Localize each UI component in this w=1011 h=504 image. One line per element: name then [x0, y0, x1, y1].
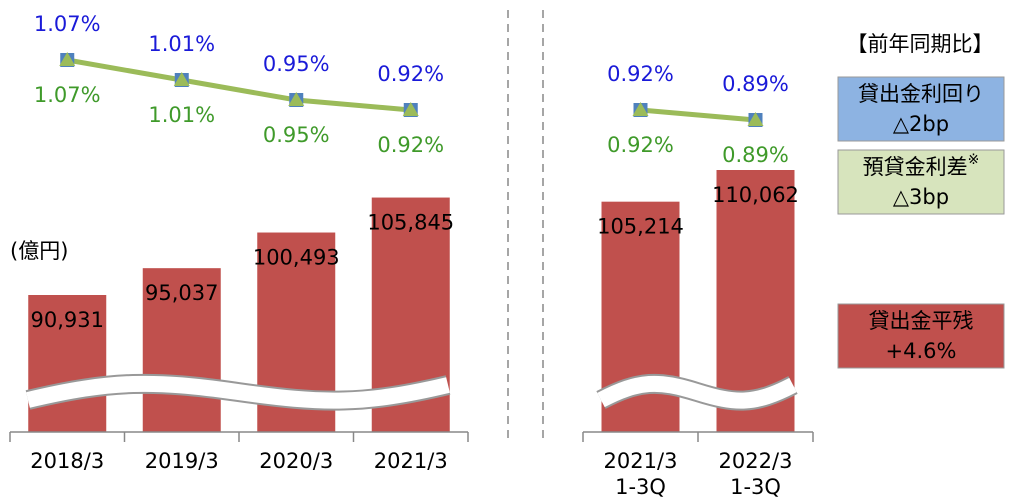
legend-label: 貸出金平残 — [869, 309, 974, 333]
marker — [632, 102, 649, 116]
legend-box — [837, 76, 1005, 142]
legend: 貸出金利回り △2bp 預貸金利差※ △3bp 貸出金平残 +4.6% — [837, 76, 1005, 369]
line — [640, 107, 756, 123]
marker — [747, 112, 764, 126]
value-label: 1.07% — [34, 12, 101, 36]
bar-label: 100,493 — [253, 246, 340, 270]
value-label: 1.07% — [34, 83, 101, 107]
x-tick-label-line: 2021/3 — [604, 449, 678, 473]
legend-label: 預貸金利差※ — [863, 152, 980, 179]
bar — [28, 295, 107, 432]
x-tick-label: 2021/3 1-3Q — [604, 449, 678, 499]
value-label: 0.92% — [607, 133, 674, 157]
value-label: 0.89% — [722, 72, 789, 96]
marker — [288, 92, 305, 106]
value-label: 0.95% — [263, 123, 330, 147]
legend-label-text: 貸出金利回り — [858, 82, 984, 106]
value-label: 0.92% — [377, 62, 444, 86]
legend-change: +4.6% — [886, 339, 957, 363]
x-tick-label: 2018/3 — [30, 449, 104, 473]
legend-box — [837, 303, 1005, 369]
x-tick-label: 2021/3 — [374, 449, 448, 473]
bar — [142, 268, 221, 432]
x-tick-label: 2020/3 — [259, 449, 333, 473]
x-tick-label-line: 2022/3 — [719, 449, 793, 473]
marker — [173, 72, 190, 86]
value-label: 0.89% — [722, 143, 789, 167]
axis-break — [26, 375, 450, 409]
legend-change: △3bp — [893, 185, 949, 209]
value-label: 0.92% — [607, 62, 674, 86]
legend-label-text: 貸出金平残 — [869, 309, 974, 333]
legend-box — [837, 149, 1005, 215]
legend-label-text: 預貸金利差 — [863, 155, 968, 179]
bar-label: 95,037 — [145, 281, 218, 305]
bar-label: 110,062 — [712, 183, 799, 207]
value-label: 1.01% — [148, 32, 215, 56]
unit-label: (億円) — [10, 239, 68, 263]
marker — [402, 102, 419, 116]
value-label: 1.01% — [148, 103, 215, 127]
x-tick-label: 2022/3 1-3Q — [719, 449, 793, 499]
bar-label: 105,214 — [597, 215, 684, 239]
value-label: 0.92% — [377, 133, 444, 157]
legend-label: 貸出金利回り — [858, 82, 984, 106]
marker — [59, 52, 76, 66]
legend-title: 【前年同期比】 — [847, 32, 994, 56]
x-tick-label: 2019/3 — [145, 449, 219, 473]
legend-note-mark: ※ — [968, 152, 980, 168]
bar-label: 105,845 — [367, 211, 454, 235]
bar-label: 90,931 — [31, 308, 104, 332]
x-tick-label-line: 1-3Q — [730, 475, 781, 499]
value-label: 0.95% — [263, 52, 330, 76]
legend-change: △2bp — [893, 112, 949, 136]
line — [66, 57, 411, 113]
axis-break — [597, 375, 797, 409]
x-tick-label-line: 1-3Q — [615, 475, 666, 499]
